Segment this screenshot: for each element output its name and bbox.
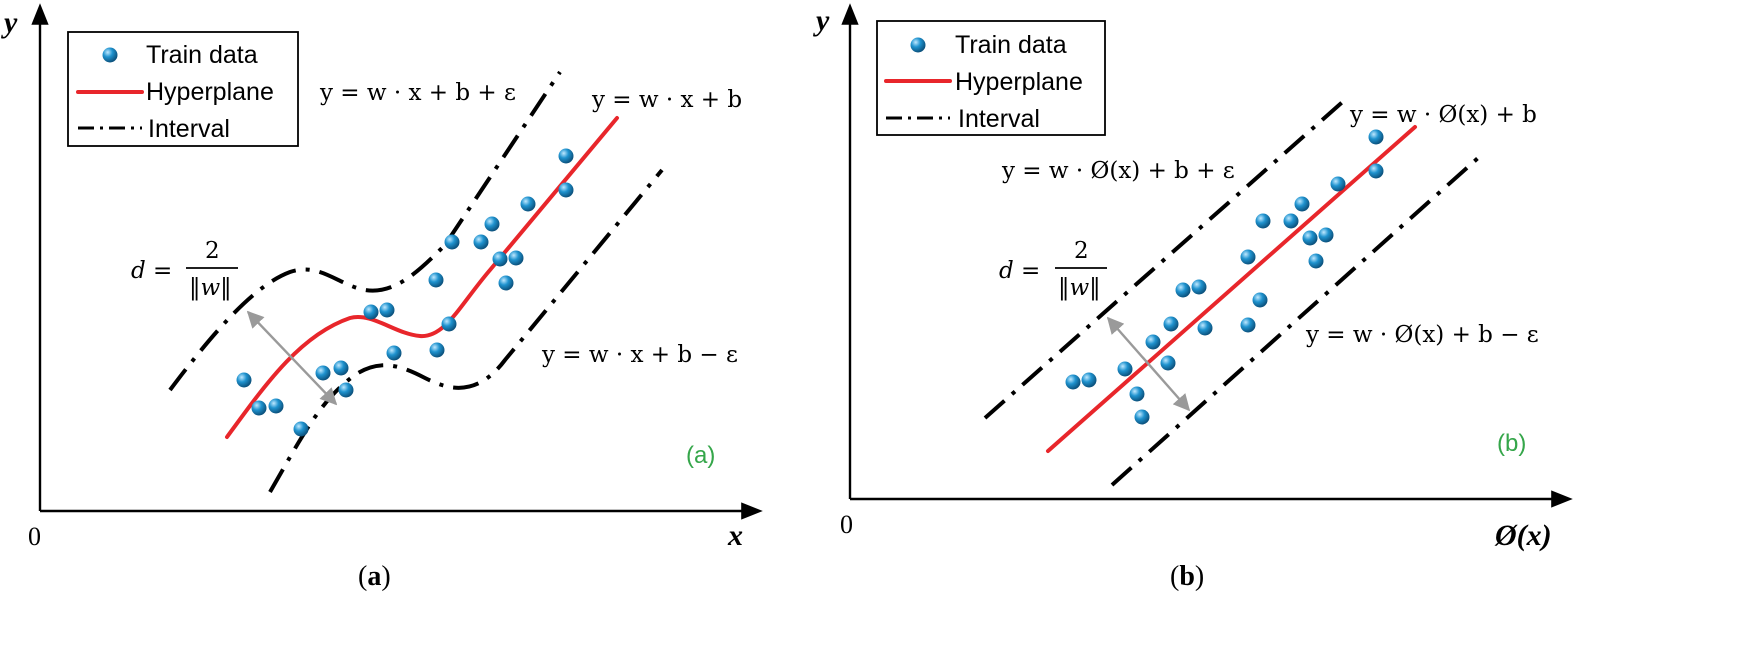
legend-train-label: Train data — [955, 31, 1067, 59]
origin-label-a: 0 — [28, 522, 41, 551]
caption-b: (b) — [1170, 561, 1204, 592]
data-point — [363, 304, 379, 320]
legend-interval-label: Interval — [148, 115, 230, 143]
data-point — [1197, 320, 1213, 336]
equation-upper-b: y = w · Ø(x) + b + ε — [1001, 158, 1235, 184]
distance-lhs: d = — [999, 258, 1040, 284]
data-point — [1145, 334, 1161, 350]
data-point — [484, 216, 500, 232]
distance-lhs: d = — [131, 258, 172, 284]
caption-a: (a) — [358, 561, 391, 592]
data-point — [1163, 316, 1179, 332]
data-point — [1368, 163, 1384, 179]
data-point — [1081, 372, 1097, 388]
data-point — [1255, 213, 1271, 229]
data-point — [473, 234, 489, 250]
legend-train-label: Train data — [146, 41, 258, 69]
distance-denominator: ‖w‖ — [1058, 275, 1101, 301]
distance-arrow-a — [246, 310, 338, 406]
panel-a: y x 0 — [1, 3, 763, 592]
equation-upper-a: y = w · x + b + ε — [319, 80, 516, 106]
distance-numerator: 2 — [1074, 238, 1089, 264]
data-point — [1318, 227, 1334, 243]
legend-a: Train data Hyperplane Interval — [67, 31, 299, 147]
x-axis-label-b: Ø(x) — [1494, 519, 1552, 552]
panel-b: y Ø(x) 0 — [813, 3, 1573, 592]
equation-lower-a: y = w · x + b − ε — [541, 342, 738, 368]
legend-interval-label: Interval — [958, 105, 1040, 133]
panel-tag-a: (a) — [686, 442, 715, 469]
equation-lower-b: y = w · Ø(x) + b − ε — [1305, 322, 1539, 348]
panel-tag-b: (b) — [1497, 430, 1526, 457]
data-point — [492, 251, 508, 267]
data-point — [508, 250, 524, 266]
data-point — [251, 400, 267, 416]
data-point — [1175, 282, 1191, 298]
train-points-b — [1065, 129, 1384, 425]
data-point — [338, 382, 354, 398]
data-point — [558, 148, 574, 164]
distance-arrow-b — [1106, 316, 1191, 412]
equation-center-a: y = w · x + b — [591, 87, 742, 113]
interval-lower-a — [268, 168, 664, 493]
distance-denominator: ‖w‖ — [189, 275, 232, 301]
data-point — [444, 234, 460, 250]
data-point — [1252, 292, 1268, 308]
data-point — [428, 272, 444, 288]
equation-center-b: y = w · Ø(x) + b — [1349, 102, 1537, 128]
data-point — [379, 302, 395, 318]
data-point — [1294, 196, 1310, 212]
data-point — [520, 196, 536, 212]
data-point — [1134, 409, 1150, 425]
data-point — [268, 398, 284, 414]
legend-hyperplane-label: Hyperplane — [955, 68, 1083, 96]
origin-label-b: 0 — [840, 510, 853, 539]
data-point — [498, 275, 514, 291]
data-point — [1302, 230, 1318, 246]
legend-point-marker — [910, 37, 926, 53]
hyperplane-a — [225, 116, 619, 439]
data-point — [1368, 129, 1384, 145]
interval-lower-b — [1110, 156, 1480, 487]
interval-upper-b — [983, 96, 1349, 420]
y-axis-label-b: y — [813, 4, 830, 37]
legend-point-marker — [102, 47, 118, 63]
data-point — [429, 342, 445, 358]
data-point — [441, 316, 457, 332]
distance-numerator: 2 — [205, 238, 220, 264]
train-points-a — [236, 148, 574, 437]
data-point — [1240, 249, 1256, 265]
data-point — [558, 182, 574, 198]
data-point — [1240, 317, 1256, 333]
data-point — [1308, 253, 1324, 269]
y-axis-label-a: y — [1, 6, 18, 39]
data-point — [1129, 386, 1145, 402]
data-point — [1160, 355, 1176, 371]
distance-formula-b: d = 2 ‖w‖ — [999, 238, 1107, 301]
data-point — [1065, 374, 1081, 390]
data-point — [1330, 176, 1346, 192]
interval-upper-a — [168, 70, 562, 392]
data-point — [333, 360, 349, 376]
data-point — [1117, 361, 1133, 377]
legend-hyperplane-label: Hyperplane — [146, 78, 274, 106]
data-point — [236, 372, 252, 388]
data-point — [1191, 279, 1207, 295]
data-point — [1283, 213, 1299, 229]
legend-b: Train data Hyperplane Interval — [876, 20, 1106, 136]
data-point — [293, 421, 309, 437]
x-axis-label-a: x — [727, 519, 743, 552]
distance-formula-a: d = 2 ‖w‖ — [131, 238, 238, 301]
data-point — [315, 365, 331, 381]
data-point — [386, 345, 402, 361]
